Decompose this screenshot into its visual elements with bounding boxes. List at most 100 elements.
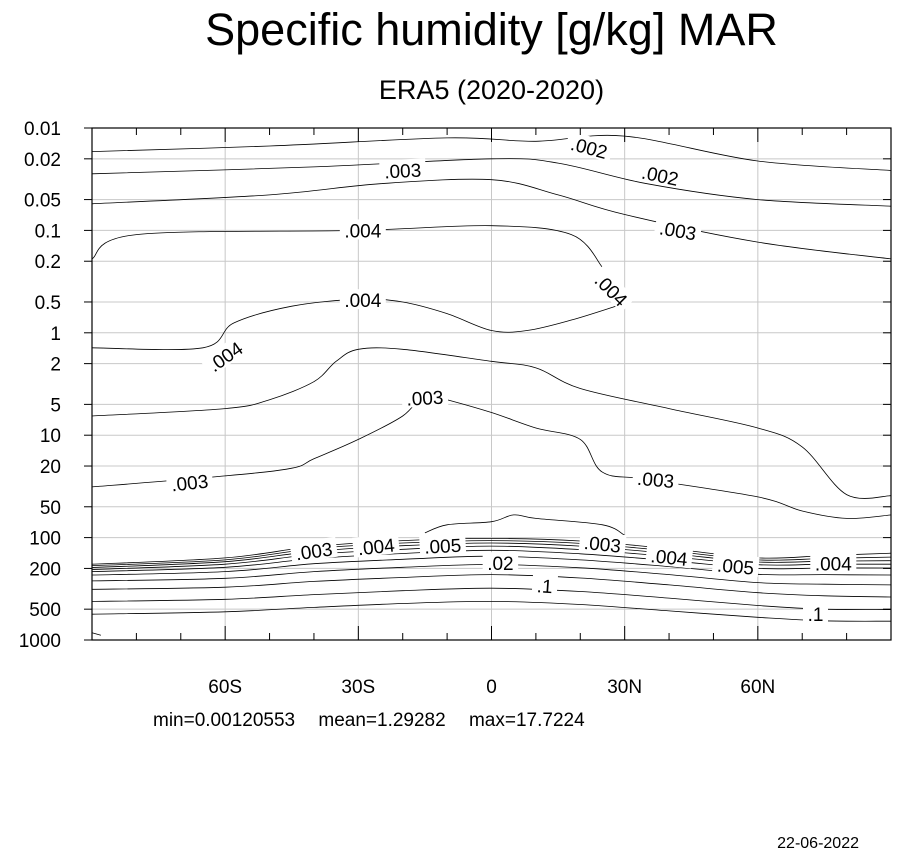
contour-label-bg <box>352 533 400 558</box>
contour-label: .002 <box>568 134 609 164</box>
contour-label-bg <box>635 159 685 189</box>
contour-label: .003 <box>384 161 422 184</box>
stat-mean: mean=1.29282 <box>318 710 446 731</box>
x-tick-label: 30N <box>607 677 642 698</box>
contour-line <box>91 587 892 611</box>
contour-label-bg <box>653 215 703 244</box>
x-tick-label: 30S <box>341 677 375 698</box>
contour-label: .003 <box>294 539 334 565</box>
plot-date: 22-06-2022 <box>777 835 859 852</box>
contour-label-group: .004 <box>352 533 400 560</box>
y-tick-label: 1 <box>50 324 61 345</box>
contour-line <box>91 538 892 565</box>
contour-line <box>91 298 616 351</box>
contour-label-bg <box>645 543 694 569</box>
contour-label: .004 <box>344 221 381 242</box>
y-tick-label: 1000 <box>19 631 61 652</box>
contour-label-bg <box>711 553 760 578</box>
y-tick-label: 200 <box>29 559 61 580</box>
contour-label-bg <box>165 469 214 494</box>
contour-line <box>91 347 892 499</box>
contour-line <box>91 158 892 207</box>
contour-label: .005 <box>716 556 755 580</box>
contour-label-bg <box>632 466 680 491</box>
contour-label-bg <box>531 573 559 596</box>
contour-line <box>91 632 102 636</box>
contour-label: .02 <box>487 554 513 575</box>
contour-label-group: .005 <box>419 533 467 559</box>
contour-lines <box>91 134 892 636</box>
y-tick-label: 10 <box>40 426 61 447</box>
y-tick-label: 50 <box>40 498 61 519</box>
contour-line <box>91 545 891 570</box>
contour-label-bg <box>588 265 636 313</box>
contour-line <box>91 542 892 568</box>
contour-label-bg <box>803 603 828 624</box>
contour-label-group: .003 <box>632 466 680 493</box>
contour-label-group: .003 <box>401 385 449 411</box>
y-tick-label: 0.1 <box>35 221 61 242</box>
contour-label-group: .002 <box>635 159 685 191</box>
contour-line <box>91 393 892 519</box>
axes: 60S 30S 0 30N 60N 0.01 0.02 0.05 0.1 0.2 0.5 1 2 5 10 2… <box>19 119 892 698</box>
contour-label-bg <box>810 552 857 573</box>
y-tick-label: 500 <box>29 600 61 621</box>
contour-label: .004 <box>344 291 381 312</box>
y-tick-label: 0.05 <box>24 191 61 212</box>
y-tick-label: 5 <box>50 395 61 416</box>
contour-label: .003 <box>636 469 675 493</box>
contour-label-bg <box>578 530 627 556</box>
contour-label: .005 <box>424 536 462 559</box>
x-tick-label: 0 <box>486 677 497 698</box>
contour-label: .003 <box>406 388 444 411</box>
contour-label-group: .003 <box>289 536 338 565</box>
contour-label-bg <box>482 552 519 573</box>
contour-label: .1 <box>536 576 553 598</box>
contour-label-bg <box>289 536 338 564</box>
contour-label-group: .003 <box>165 469 214 497</box>
contour-label-group: .004 <box>339 289 386 312</box>
y-tick-label: 100 <box>29 529 61 550</box>
contour-label-group: .1 <box>531 573 559 598</box>
x-tick-label: 60N <box>740 677 775 698</box>
contour-label-group: .003 <box>653 215 703 245</box>
chart-title: Specific humidity [g/kg] MAR <box>205 4 778 55</box>
contour-label-bg <box>379 158 427 181</box>
contour-label-group: .003 <box>578 530 627 558</box>
contour-label-group: .004 <box>339 219 386 242</box>
contour-label-group: .003 <box>379 158 427 184</box>
contour-line <box>91 134 892 171</box>
contour-label: .002 <box>640 163 681 191</box>
y-tick-label: 0.2 <box>35 252 61 273</box>
contour-label-bg <box>401 385 449 408</box>
contour-label-bg <box>564 130 615 163</box>
contour-line <box>424 514 625 536</box>
y-tick-label: 2 <box>50 355 61 376</box>
contour-label-group: .004 <box>645 543 694 571</box>
contour-label: .004 <box>649 546 688 571</box>
contour-label-bg <box>339 219 386 240</box>
contour-line <box>91 178 892 260</box>
contour-label-group: .004 <box>810 552 857 576</box>
y-tick-label: 0.02 <box>24 150 61 171</box>
y-tick-label: 20 <box>40 457 61 478</box>
contour-line <box>91 540 892 567</box>
x-tick-label: 60S <box>208 677 242 698</box>
contour-label-bg <box>419 533 467 556</box>
contour-line <box>91 549 892 572</box>
contour-label-group: .1 <box>803 603 828 626</box>
contour-label-group: .004 <box>588 265 636 313</box>
contour-line <box>91 225 603 268</box>
contour-label: .003 <box>170 472 209 497</box>
contour-line <box>91 574 892 598</box>
contour-label: .1 <box>808 605 824 626</box>
contour-label: .003 <box>583 533 622 558</box>
contour-label-bg <box>200 334 250 377</box>
contour-label-bg <box>339 289 386 310</box>
chart-subtitle: ERA5 (2020-2020) <box>378 75 605 105</box>
contour-label: .004 <box>815 555 852 576</box>
contour-label-group: .005 <box>711 553 760 580</box>
y-tick-label: 0.5 <box>35 293 61 314</box>
contour-label-group: .02 <box>482 552 519 575</box>
